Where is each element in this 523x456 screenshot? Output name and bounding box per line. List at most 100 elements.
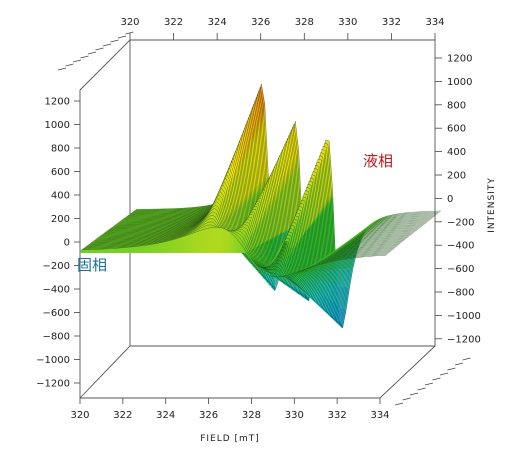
surface-facet	[302, 271, 307, 276]
surface-facet	[341, 268, 347, 287]
depth-tick-top-left	[102, 43, 112, 47]
surface-facet	[311, 270, 316, 278]
surface-facet	[264, 242, 270, 268]
depth-tick-top-left	[95, 47, 104, 51]
surface-facet	[334, 259, 340, 270]
surface-facet	[312, 279, 318, 290]
surface-facet	[272, 261, 278, 271]
depth-tick-top-left	[80, 55, 89, 59]
surface-facet	[307, 270, 312, 277]
surface-facet	[309, 278, 314, 287]
depth-tick-top-left	[57, 67, 67, 71]
surface-facet	[340, 286, 346, 308]
surface-facet	[326, 282, 332, 299]
surface-facet	[317, 294, 322, 305]
surface-facet	[256, 247, 261, 263]
surface-facet	[103, 248, 109, 253]
surface-facet	[291, 274, 296, 286]
surface-facet	[339, 269, 344, 286]
surface-facet	[317, 280, 323, 293]
surface-facet	[235, 238, 241, 253]
surface-facet	[316, 280, 322, 292]
surface-facet	[329, 302, 335, 317]
surface-facet	[208, 227, 214, 253]
surface-facet	[320, 296, 326, 309]
surface-facet	[232, 235, 237, 253]
surface-facet	[332, 259, 338, 270]
surface-facet	[328, 194, 334, 269]
surface-facet	[328, 283, 333, 300]
surface-facet	[164, 240, 170, 253]
surface-facet	[116, 247, 122, 253]
surface-facet	[278, 264, 283, 269]
surface-facet	[349, 254, 354, 269]
surface-facet	[271, 257, 277, 262]
surface-facet	[297, 281, 303, 287]
surface-facet	[321, 270, 327, 281]
surface-facet	[283, 264, 289, 276]
surface-facet	[194, 230, 200, 253]
surface-facet	[144, 244, 149, 253]
surface-facet	[324, 299, 330, 312]
x-top-tick-label: 322	[164, 17, 183, 28]
surface-facet	[306, 277, 312, 286]
depth-tick-top-left	[117, 35, 127, 39]
spectrum-trace	[80, 226, 387, 278]
surface-facet	[238, 243, 244, 253]
surface-facet	[304, 285, 310, 293]
surface-facet	[343, 268, 348, 287]
surface-facet	[333, 259, 339, 270]
surface-facet	[324, 200, 330, 270]
surface-facet	[254, 247, 260, 263]
surface-facet	[330, 269, 335, 283]
surface-facet	[266, 241, 271, 268]
surface-facet	[286, 242, 292, 255]
surface-facet	[261, 244, 266, 266]
surface-facet	[329, 192, 335, 269]
x-bottom-tick-label: 328	[242, 410, 261, 421]
surface-facet	[305, 230, 311, 273]
z-right-tick-label: −200	[447, 217, 474, 228]
surface-facet	[299, 240, 304, 274]
surface-facet	[273, 257, 279, 260]
surface-facet	[317, 270, 323, 280]
surface-facet	[248, 251, 254, 259]
z-right-tick-label: −1000	[447, 311, 481, 322]
z-left-tick-label: −600	[43, 308, 70, 319]
surface-facet	[335, 306, 340, 322]
surface-facet	[270, 259, 276, 264]
surface-facet	[150, 243, 156, 253]
depth-tick-top-left	[72, 59, 82, 63]
surface-facet	[309, 270, 315, 278]
z-left-tick-label: −1200	[36, 379, 70, 390]
surface-facet	[338, 286, 344, 307]
depth-tick-bottom-right	[409, 392, 419, 396]
solid-phase-label: 固相	[77, 256, 107, 274]
liquid-phase-label: 液相	[363, 152, 393, 170]
surface-facet	[201, 228, 207, 253]
surface-facet	[184, 234, 190, 253]
surface-facet	[300, 238, 306, 273]
surface-facet	[253, 248, 259, 262]
surface-facet	[313, 291, 318, 301]
surface-facet	[287, 258, 293, 275]
surface-facet	[137, 245, 142, 253]
surface-facet	[157, 242, 163, 253]
surface-facet	[133, 246, 139, 253]
surface-facet	[327, 301, 333, 315]
surface-facet	[300, 283, 306, 289]
surface-facet	[284, 248, 290, 259]
surface-facet	[307, 277, 313, 286]
surface-facet	[130, 246, 136, 253]
x-bottom-tick-label: 334	[370, 410, 389, 421]
surface-facet	[292, 250, 298, 275]
surface-facet	[347, 255, 353, 269]
surface-facet	[314, 270, 320, 279]
surface-facet	[341, 310, 347, 328]
surface-facet	[345, 268, 351, 288]
depth-tick-bottom-right	[402, 397, 411, 401]
surface-facet	[343, 287, 349, 310]
surface-facet	[325, 282, 331, 298]
depth-tick-bottom-right	[454, 362, 464, 366]
surface-facet	[89, 249, 95, 253]
